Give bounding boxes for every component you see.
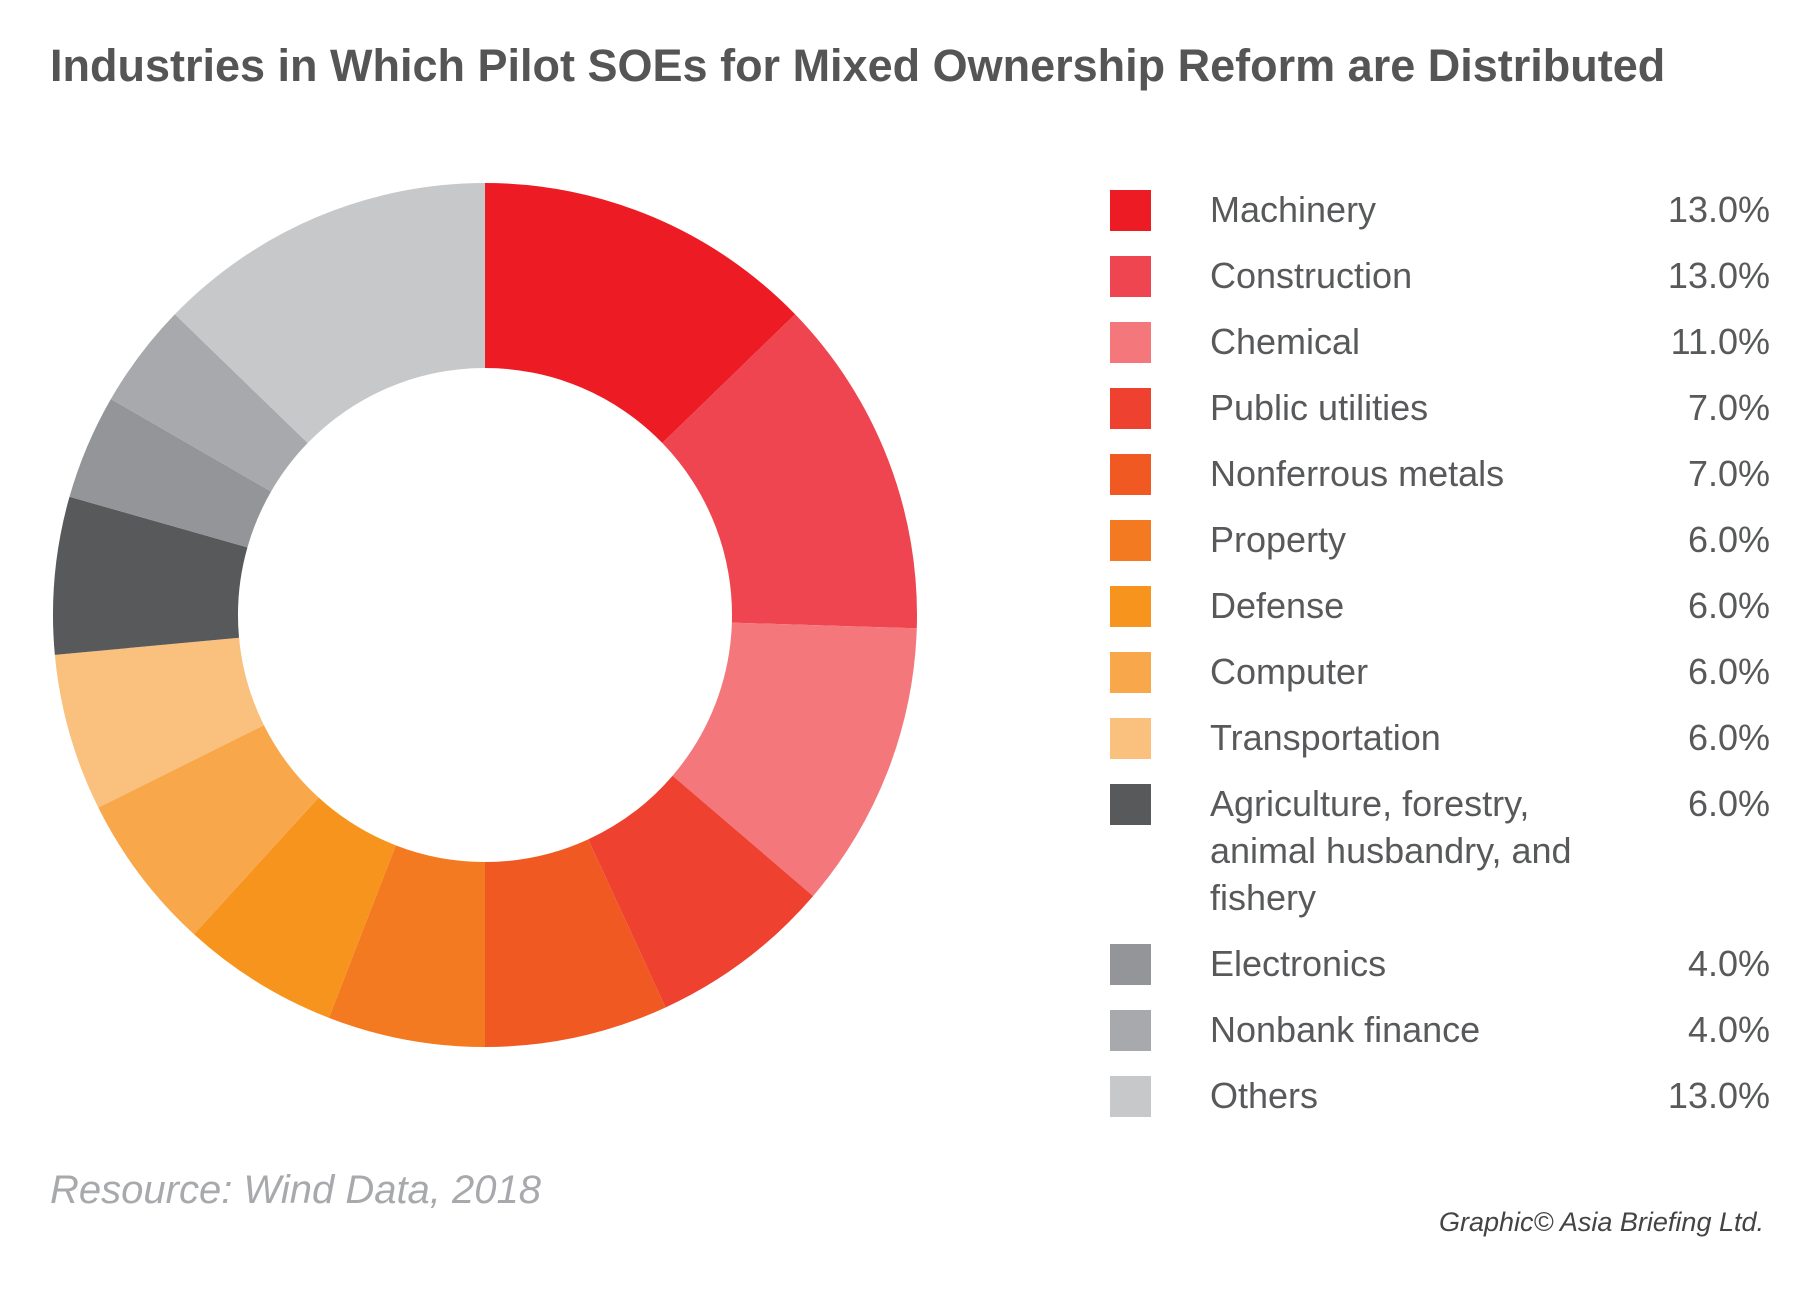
- legend-value: 7.0%: [1687, 387, 1770, 428]
- donut-slice-6: [328, 845, 485, 1047]
- legend-item: Transportation 6.0%: [1110, 714, 1780, 780]
- donut-slice-8: [98, 725, 319, 935]
- legend-label: Public utilities: [1210, 387, 1429, 428]
- legend-label: Others: [1210, 1075, 1319, 1116]
- legend-swatch: [1110, 1010, 1151, 1051]
- legend-item: Agriculture, forestry, animal husbandry,…: [1110, 780, 1780, 940]
- legend-label: Defense: [1210, 585, 1345, 626]
- legend-label: Machinery: [1210, 189, 1377, 230]
- legend-item: Machinery 13.0%: [1110, 186, 1780, 252]
- legend-value: 13.0%: [1667, 1075, 1770, 1116]
- legend-item: Computer 6.0%: [1110, 648, 1780, 714]
- legend-label: Agriculture, forestry, animal husbandry,…: [1210, 783, 1572, 918]
- legend-swatch: [1110, 190, 1151, 231]
- legend-value: 6.0%: [1687, 717, 1770, 758]
- legend-value: 6.0%: [1687, 585, 1770, 626]
- legend-item: Public utilities 7.0%: [1110, 384, 1780, 450]
- legend-label: Nonbank finance: [1210, 1009, 1481, 1050]
- chart-title: Industries in Which Pilot SOEs for Mixed…: [50, 40, 1666, 91]
- donut-chart: [53, 183, 917, 1047]
- donut-slice-9: [54, 637, 264, 808]
- legend-value: 7.0%: [1687, 453, 1770, 494]
- legend-value: 4.0%: [1687, 943, 1770, 984]
- legend-swatch: [1110, 520, 1151, 561]
- legend-item: Nonbank finance 4.0%: [1110, 1006, 1780, 1072]
- legend-item: Chemical 11.0%: [1110, 318, 1780, 384]
- legend-swatch: [1110, 652, 1151, 693]
- legend-value: 6.0%: [1687, 783, 1770, 824]
- donut-slice-1: [485, 183, 796, 444]
- legend-swatch: [1110, 784, 1151, 825]
- legend-swatch: [1110, 454, 1151, 495]
- legend-item: Property 6.0%: [1110, 516, 1780, 582]
- legend-label: Construction: [1210, 255, 1413, 296]
- legend-swatch: [1110, 1076, 1151, 1117]
- legend-label: Nonferrous metals: [1210, 453, 1505, 494]
- donut-slice-2: [662, 314, 917, 629]
- chart-legend: Machinery 13.0% Construction 13.0% Chemical 1…: [1110, 186, 1780, 1138]
- legend-swatch: [1110, 944, 1151, 985]
- source-note: Resource: Wind Data, 2018: [50, 1168, 542, 1212]
- legend-item: Others 13.0%: [1110, 1072, 1780, 1138]
- legend-value: 13.0%: [1667, 189, 1770, 230]
- legend-value: 4.0%: [1687, 1009, 1770, 1050]
- legend-item: Construction 13.0%: [1110, 252, 1780, 318]
- legend-label: Computer: [1210, 651, 1369, 692]
- donut-slice-3: [672, 622, 917, 897]
- legend-item: Nonferrous metals 7.0%: [1110, 450, 1780, 516]
- legend-item: Defense 6.0%: [1110, 582, 1780, 648]
- donut-slices: [53, 183, 917, 1047]
- donut-slice-12: [110, 314, 308, 492]
- legend-label: Property: [1210, 519, 1347, 560]
- legend-value: 13.0%: [1667, 255, 1770, 296]
- legend-label: Transportation: [1210, 717, 1441, 758]
- legend-swatch: [1110, 388, 1151, 429]
- donut-slice-11: [69, 399, 272, 548]
- legend-swatch: [1110, 322, 1151, 363]
- legend-label: Electronics: [1210, 943, 1387, 984]
- donut-slice-4: [588, 775, 814, 1008]
- legend-value: 6.0%: [1687, 519, 1770, 560]
- donut-slice-5: [485, 839, 666, 1047]
- legend-label: Chemical: [1210, 321, 1361, 362]
- legend-swatch: [1110, 586, 1151, 627]
- legend-value: 6.0%: [1687, 651, 1770, 692]
- legend-value: 11.0%: [1670, 321, 1770, 362]
- graphic-credit: Graphic© Asia Briefing Ltd.: [1438, 1207, 1764, 1237]
- donut-slice-13: [174, 183, 485, 444]
- legend-item: Electronics 4.0%: [1110, 940, 1780, 1006]
- donut-slice-7: [193, 797, 396, 1018]
- legend-swatch: [1110, 256, 1151, 297]
- donut-slice-10: [53, 496, 248, 655]
- legend-swatch: [1110, 718, 1151, 759]
